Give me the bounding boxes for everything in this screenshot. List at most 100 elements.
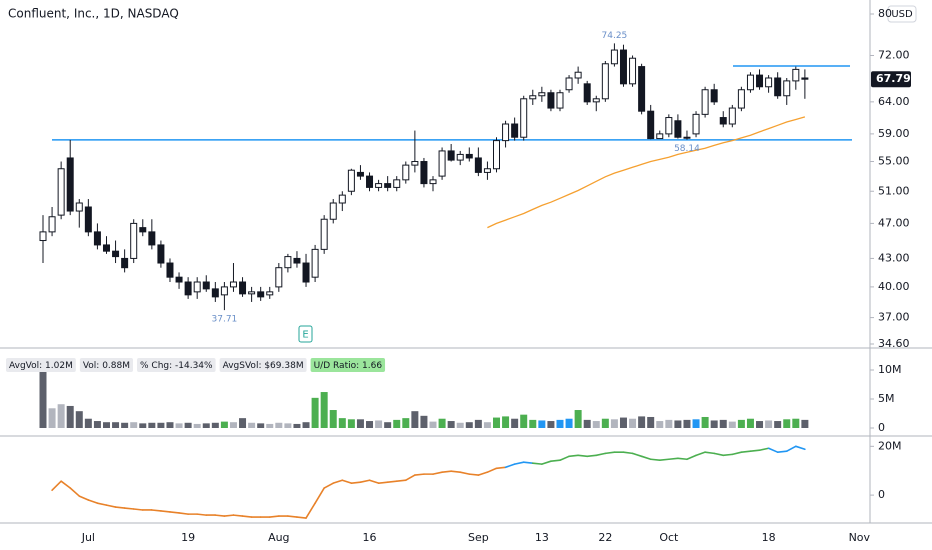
stat-label: AvgVol: 1.02M: [9, 361, 73, 371]
candle-body: [202, 281, 210, 290]
stat-label: % Chg: -14.34%: [140, 361, 213, 371]
candle-body: [220, 286, 228, 296]
earnings-marker[interactable]: E: [302, 330, 308, 341]
indicator-line: [531, 462, 543, 465]
candle-body: [184, 281, 192, 296]
candle-body: [574, 71, 582, 79]
volume-bar: [311, 397, 319, 428]
volume-bar: [592, 421, 600, 428]
candle-body: [665, 117, 673, 135]
indicator-line: [341, 479, 353, 484]
volume-bar: [402, 418, 410, 428]
stat-chip-bg: [137, 358, 216, 372]
volume-bar: [266, 423, 274, 428]
volume-bar: [601, 418, 609, 428]
candle-body: [728, 107, 736, 125]
candle-body: [565, 77, 573, 91]
candle-body: [320, 218, 328, 250]
volume-bar: [411, 411, 419, 428]
volume-bar: [166, 422, 174, 428]
indicator-line: [178, 512, 189, 515]
y-tick-label: 34.60: [878, 337, 910, 350]
volume-bar: [746, 418, 754, 428]
volume-bar: [483, 422, 491, 428]
earnings-marker-box[interactable]: [298, 325, 313, 343]
candle-body: [311, 248, 319, 278]
candle-body: [719, 117, 727, 125]
volume-bar: [66, 405, 74, 428]
candle-body: [93, 231, 101, 246]
indicator-line: [668, 457, 679, 461]
volume-bar: [756, 421, 764, 428]
volume-bar: [175, 423, 183, 428]
indicator-line: [51, 480, 62, 492]
x-tick-label: Nov: [849, 531, 871, 544]
candle-body: [211, 288, 219, 298]
volume-bar: [656, 421, 664, 428]
indicator-line: [69, 487, 81, 497]
volume-bar: [619, 417, 627, 428]
indicator-line: [151, 509, 162, 512]
indicator-line: [541, 460, 552, 465]
price-annotation: 74.25: [602, 31, 628, 41]
stat-label: U/D Ratio: 1.66: [314, 361, 383, 371]
candle-body: [284, 256, 292, 269]
indicator-line: [758, 447, 770, 452]
candle-body: [166, 262, 174, 278]
volume-bar: [511, 418, 519, 428]
volume-bar: [148, 422, 156, 428]
candle-body: [239, 281, 247, 295]
volume-bar: [737, 419, 745, 428]
candle-body: [139, 227, 147, 233]
indicator-line: [595, 452, 607, 457]
candle-body: [710, 89, 718, 103]
x-tick-label: 19: [181, 531, 195, 544]
y-tick-label: 72.00: [878, 48, 910, 61]
indicator-line: [495, 466, 507, 470]
stat-chip-bg: [6, 358, 76, 372]
candle-body: [39, 231, 47, 242]
volume-bar: [121, 422, 129, 428]
indicator-line: [604, 451, 616, 455]
candle-body: [647, 110, 655, 140]
candle-body: [474, 157, 482, 173]
volume-bar: [728, 421, 736, 428]
indicator-line: [87, 499, 99, 504]
volume-bar: [329, 410, 337, 428]
candle-body: [266, 291, 274, 296]
indicator-line: [60, 480, 72, 489]
indicator-line: [377, 481, 389, 484]
y-tick-label: 51.00: [878, 184, 910, 197]
stat-chip: U/D Ratio: 1.66: [310, 358, 386, 372]
candle-body: [84, 206, 92, 233]
volume-bar: [465, 422, 473, 428]
volume-bar: [302, 422, 310, 428]
volume-bar: [529, 419, 537, 428]
indicator-line: [169, 511, 180, 514]
indicator-line: [713, 452, 725, 457]
indicator-line: [459, 471, 471, 475]
candle-body: [102, 244, 110, 252]
indicator-line: [296, 516, 307, 519]
indicator-line: [785, 445, 797, 452]
currency: USD: [891, 9, 913, 20]
indicator-line: [441, 470, 452, 473]
candle-body: [148, 231, 156, 246]
volume-bar: [366, 421, 374, 428]
candle-body: [483, 168, 491, 173]
indicator-line: [686, 454, 697, 461]
indicator-line: [695, 451, 706, 457]
volume-bar: [456, 422, 464, 428]
volume-bar: [474, 419, 482, 428]
volume-bar: [139, 423, 147, 428]
y-tick-label: 43.00: [878, 251, 910, 264]
candle-body: [366, 175, 374, 188]
volume-bar: [710, 420, 718, 428]
volume-bar: [157, 422, 165, 428]
candle-body: [701, 89, 709, 115]
volume-bar: [647, 416, 655, 428]
indicator-line: [214, 514, 226, 517]
indicator-line: [486, 467, 498, 473]
indicator-line: [386, 480, 398, 483]
volume-bar: [574, 410, 582, 428]
